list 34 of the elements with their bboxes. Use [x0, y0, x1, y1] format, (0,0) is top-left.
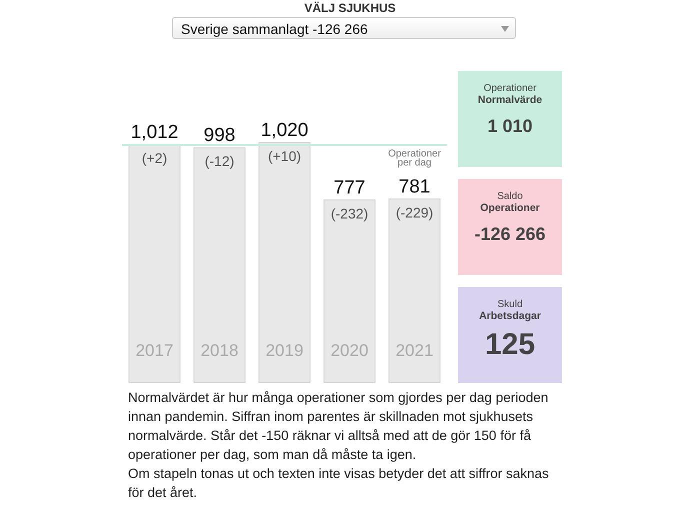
- text: Operationer: [479, 202, 541, 214]
- x-tick-label: 2021: [396, 341, 434, 360]
- text: Operationer: [482, 83, 538, 94]
- bar: [388, 198, 440, 383]
- bar: [194, 147, 246, 383]
- text: Om stapeln tonas ut och texten inte visas betyder det att siffror saknas för det året.: [128, 466, 549, 500]
- annotation: (+2): [142, 150, 168, 166]
- text: 1 010: [486, 116, 534, 137]
- annotation: (-12): [204, 153, 234, 170]
- text: 125: [484, 328, 536, 362]
- text: Normalvärdet är hur många operationer som gjordes per dag perioden innan pandemin. Siffran inom parentes är skillnaden mot sjukhusets normalvärde. Står det -150 räknar vi alltså med att de gör 150 för få operationer per dag, som man då måste ta igen.: [128, 390, 548, 462]
- data-label: 781: [398, 176, 430, 198]
- chart-title: VÄLJ SJUKHUS: [303, 1, 397, 15]
- x-tick-label: 2017: [136, 341, 174, 360]
- bar: [324, 199, 376, 383]
- text: Arbetsdagar: [478, 310, 542, 322]
- data-label: 1,020: [260, 120, 308, 141]
- data-label: 777: [334, 177, 366, 198]
- text: Normalvärde: [476, 94, 544, 106]
- x-tick-label: 2019: [266, 341, 304, 360]
- data-label: 1,012: [130, 122, 178, 143]
- text: Skuld: [496, 299, 524, 310]
- data-label: 998: [204, 125, 236, 146]
- annotation: (-232): [330, 205, 368, 222]
- text: -126 266: [473, 224, 547, 245]
- bar: [128, 144, 180, 383]
- x-tick-label: 2020: [330, 341, 368, 360]
- text: Saldo: [496, 191, 524, 202]
- annotation: (-229): [396, 204, 434, 220]
- x-tick-label: 2018: [200, 341, 238, 360]
- bar: [258, 142, 310, 383]
- dropdown-field: Sverige sammanlagt -126 266: [172, 17, 516, 39]
- annotation: (+10): [268, 148, 302, 164]
- y-axis-title: Operationer per dag: [388, 148, 442, 168]
